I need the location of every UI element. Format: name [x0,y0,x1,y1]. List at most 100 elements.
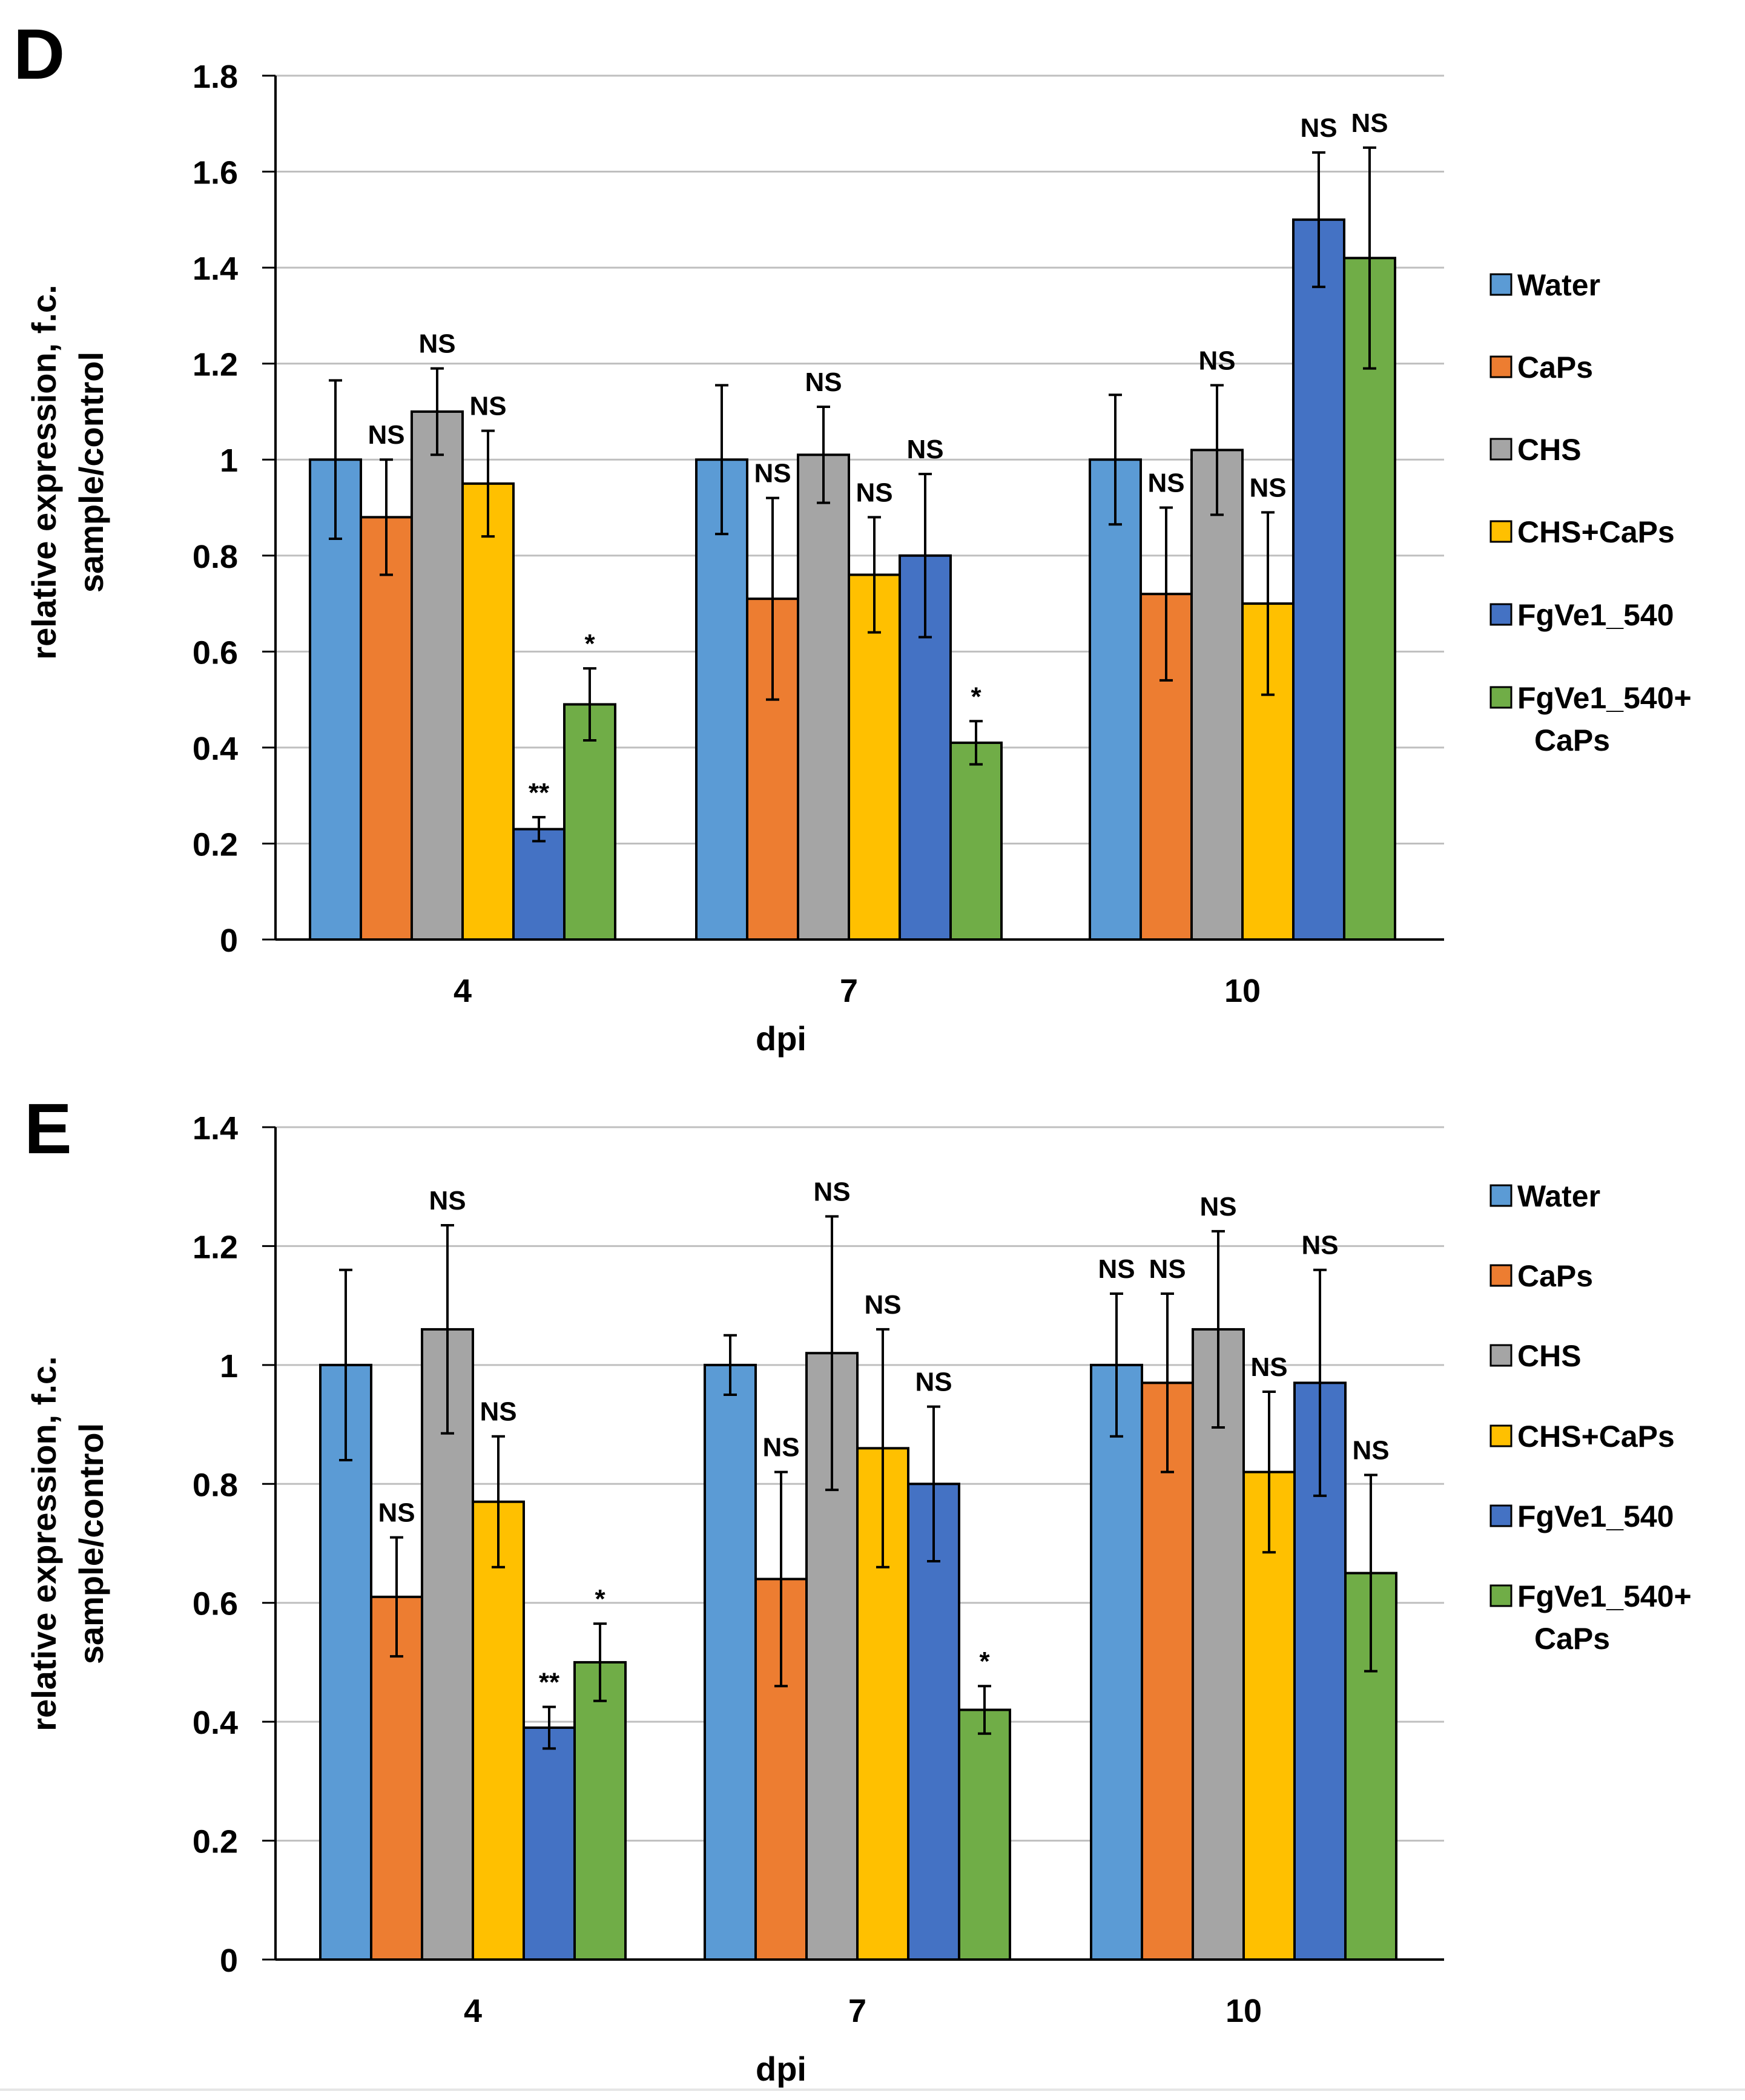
bar [411,410,464,941]
significance-label: NS [856,478,892,507]
significance-label: * [979,1647,990,1676]
significance-label: ** [539,1668,560,1697]
significance-label: NS [480,1397,516,1427]
significance-label: NS [1249,473,1286,502]
bar [573,1661,627,1961]
bar [523,1726,576,1961]
y-axis-label-e: relative expression, f.c. [25,1356,63,1731]
legend-label-fgve1-caps-line1: FgVe1_540+ [1517,681,1692,715]
legend-label-chs: CHS [1517,1339,1582,1373]
significance-label: NS [762,1433,799,1463]
significance-label: NS [906,435,943,464]
bar [461,482,515,941]
significance-label: NS [1250,1352,1287,1382]
significance-label: NS [1149,1254,1186,1284]
bar [1192,1328,1245,1961]
y-axis-label-e-line1: relative expression, f.c. [25,1356,63,1731]
legend-swatch-fgve1-caps [1489,686,1512,709]
bottom-divider [0,2088,1745,2091]
bar [1343,257,1396,941]
y-tick-label: 1.2 [193,347,238,383]
y-axis-label-d: relative expression, f.c. [25,285,63,659]
legend-label-water: Water [1517,1179,1600,1213]
panel-label-d: D [13,15,65,94]
bar [949,741,1003,941]
x-tick-label: 4 [464,1993,482,2029]
significance-label: NS [418,329,455,359]
legend-label-caps: CaPs [1517,351,1593,384]
legend-swatch-chs [1489,1344,1512,1367]
significance-label: NS [813,1177,850,1206]
legend-label-chs: CHS [1517,433,1582,467]
y-axis-label-d-line1: relative expression, f.c. [25,285,63,659]
significance-label: * [595,1584,605,1614]
y-tick-label: 1.2 [193,1229,238,1265]
bar [1141,1381,1194,1961]
legend-e: Water CaPs CHS CHS+CaPs FgVe1_540 FgVe1_… [1489,1179,1692,1656]
significance-label: NS [915,1368,952,1397]
bar [472,1500,525,1961]
y-tick-label: 1.4 [193,1110,238,1147]
significance-label: NS [1199,1192,1236,1222]
significance-label: NS [754,459,791,489]
legend-swatch-water [1489,1184,1512,1207]
significance-label: NS [1098,1254,1135,1284]
bar [1190,449,1244,941]
significance-label: NS [368,420,404,450]
x-axis-label-d: dpi [756,1019,807,1058]
x-tick-label: 7 [840,973,858,1009]
legend-swatch-chs [1489,438,1512,461]
legend-label-chs-caps: CHS+CaPs [1517,1420,1675,1453]
legend-label-fgve1-caps-line2: CaPs [1534,723,1610,757]
y-tick-label: 0.2 [193,826,238,863]
bar [958,1708,1011,1961]
legend-label-water: Water [1517,268,1600,302]
legend-label-fgve1-caps-line2: CaPs [1534,1622,1610,1656]
y-tick-label: 1.8 [193,59,238,95]
significance-label: * [971,682,981,711]
x-tick-label: 10 [1225,1993,1262,2029]
significance-label: NS [805,367,842,397]
legend-swatch-fgve1-caps [1489,1584,1512,1607]
bar [563,703,616,941]
significance-label: NS [1147,469,1184,498]
legend-swatch-chs-caps [1489,1424,1512,1447]
bar [360,516,413,941]
x-tick-label: 7 [848,1993,866,2029]
significance-label: NS [378,1498,415,1528]
significance-label: ** [529,778,550,808]
significance-label: NS [1300,113,1337,143]
bar [1089,458,1142,941]
legend-label-fgve1: FgVe1_540 [1517,1499,1674,1533]
panel-label-e: E [24,1089,72,1169]
y-tick-label: 1 [220,1348,238,1384]
significance-label: * [584,629,595,659]
significance-label: NS [429,1186,466,1216]
bar [797,453,850,941]
y-tick-label: 0.4 [193,1705,238,1741]
x-tick-label: 10 [1224,973,1261,1009]
legend-swatch-fgve1 [1489,1504,1512,1527]
bar [512,828,566,941]
legend-swatch-caps [1489,1264,1512,1287]
legend-label-caps: CaPs [1517,1259,1593,1293]
bar [695,458,748,941]
x-tick-label: 4 [454,973,472,1009]
y-axis-label-e-2: sample/control [72,1423,110,1664]
y-tick-label: 1 [220,443,238,479]
significance-label: NS [1352,1436,1389,1466]
y-tick-label: 0.8 [193,1467,238,1503]
legend-label-fgve1-caps-line1: FgVe1_540+ [1517,1579,1692,1613]
significance-label: NS [1198,346,1235,375]
y-tick-label: 0.2 [193,1824,238,1860]
legend-label-fgve1: FgVe1_540 [1517,598,1674,632]
y-tick-label: 0.6 [193,634,238,671]
bar [704,1363,757,1961]
legend-swatch-chs-caps [1489,520,1512,543]
bar [1090,1363,1143,1961]
y-tick-label: 1.6 [193,155,238,191]
x-axis-label-e: dpi [756,2050,807,2088]
legend-swatch-water [1489,273,1512,296]
significance-label: NS [469,392,506,421]
y-tick-label: 0 [220,1943,238,1979]
